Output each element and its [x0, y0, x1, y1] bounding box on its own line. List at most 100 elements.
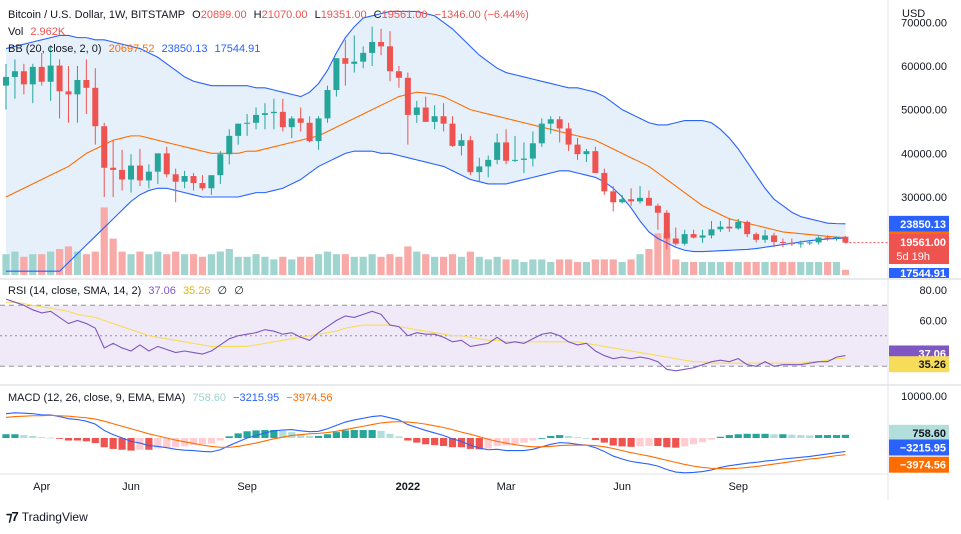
- candle-body: [154, 153, 161, 172]
- volume-bar: [690, 262, 698, 275]
- volume-bar: [73, 251, 82, 275]
- high-label: H: [253, 9, 262, 21]
- volume-bar: [38, 254, 46, 275]
- volume-bar: [698, 262, 707, 275]
- macd-histogram-bar: [234, 433, 242, 438]
- volume-bar: [136, 251, 144, 275]
- candle-body: [735, 221, 742, 229]
- candle-body: [503, 142, 510, 161]
- time-tick-label: 2022: [396, 481, 420, 493]
- macd-histogram-bar: [645, 438, 653, 446]
- candle-body: [779, 241, 786, 243]
- volume-bar: [645, 249, 653, 275]
- volume-value: 2.962K: [30, 26, 66, 38]
- macd-histogram-bar: [654, 438, 662, 446]
- candle-body: [681, 234, 688, 244]
- volume-label[interactable]: Vol: [8, 26, 24, 38]
- candle-body: [351, 61, 358, 64]
- volume-bar: [707, 262, 716, 275]
- volume-legend: Vol 2.962K: [8, 26, 69, 38]
- volume-bar: [654, 233, 662, 275]
- macd-histogram-bar: [529, 438, 537, 441]
- candle-body: [672, 238, 679, 244]
- volume-bar: [823, 262, 832, 275]
- volume-bar: [431, 256, 439, 275]
- candle-body: [708, 229, 715, 236]
- rsi-tick-label: 60.00: [919, 316, 947, 328]
- currency-label[interactable]: USD: [902, 8, 926, 20]
- macd-histogram-bar: [350, 430, 358, 438]
- volume-bar: [600, 259, 608, 275]
- volume-bar: [181, 254, 189, 275]
- main-legend: Bitcoin / U.S. Dollar, 1W, BITSTAMP O208…: [8, 9, 533, 21]
- price-axis[interactable]: 70000.00 60000.00 50000.00 40000.00 30000.00…: [889, 17, 949, 473]
- volume-bar: [725, 262, 733, 275]
- candle-body: [592, 151, 599, 173]
- macd-label[interactable]: MACD (12, 26, close, 9, EMA, EMA): [8, 392, 186, 404]
- candle-body: [440, 116, 447, 124]
- volume-bar: [788, 262, 796, 275]
- time-tick-label: Apr: [33, 481, 50, 493]
- volume-bar: [359, 256, 367, 275]
- rsi-sma-axis-label: 35.26: [918, 359, 946, 371]
- volume-bar: [386, 254, 394, 275]
- macd-histogram-bar: [82, 438, 90, 442]
- macd-histogram-bar: [770, 434, 778, 438]
- volume-bar: [573, 262, 582, 275]
- macd-histogram-bar: [136, 438, 144, 450]
- candle-body: [538, 123, 545, 144]
- candle-body: [324, 90, 331, 119]
- macd-histogram-bar: [538, 438, 546, 439]
- macd-histogram-bar: [806, 435, 814, 438]
- candle-body: [654, 205, 661, 213]
- price-tick-label: 50000.00: [901, 105, 947, 117]
- time-axis[interactable]: Apr Jun Sep 2022 Mar Jun Sep: [33, 481, 748, 493]
- candle-body: [38, 66, 45, 82]
- tradingview-logo[interactable]: ⁊7 TradingView: [6, 509, 88, 525]
- candle-body: [190, 176, 197, 184]
- candle-body: [136, 165, 143, 181]
- volume-bar: [681, 262, 689, 275]
- macd-histogram-bar: [582, 438, 591, 439]
- candle-body: [217, 154, 224, 176]
- macd-histogram-bar: [564, 435, 573, 438]
- price-tick-label: 60000.00: [901, 61, 947, 73]
- candle-body: [163, 153, 170, 175]
- candle-body: [663, 212, 670, 239]
- macd-histogram-bar: [556, 435, 564, 438]
- volume-bar: [743, 262, 751, 275]
- symbol-title[interactable]: Bitcoin / U.S. Dollar, 1W, BITSTAMP: [8, 9, 186, 21]
- candle-body: [315, 118, 322, 142]
- bb-label[interactable]: BB (20, close, 2, 0): [8, 43, 102, 55]
- volume-bar: [734, 262, 742, 275]
- macd-histogram-bar: [2, 434, 10, 438]
- volume-bar: [520, 262, 528, 275]
- volume-bar: [538, 259, 546, 275]
- macd-histogram-bar: [297, 434, 305, 438]
- volume-bar: [511, 259, 519, 275]
- volume-bar: [636, 254, 644, 275]
- volume-bar: [457, 256, 466, 275]
- rsi-extra-2: ∅: [234, 285, 244, 297]
- volume-bar: [118, 251, 126, 275]
- macd-histogram-bar: [457, 438, 466, 448]
- bb-upper-line: [5, 10, 846, 225]
- macd-histogram-bar: [11, 434, 19, 438]
- candle-body: [360, 52, 367, 62]
- price-tick-label: 40000.00: [901, 148, 947, 160]
- candle-body: [520, 158, 527, 160]
- candle-body: [842, 236, 849, 243]
- volume-bar: [663, 233, 671, 275]
- candle-body: [574, 144, 581, 155]
- candle-body: [637, 197, 644, 202]
- macd-histogram-bar: [20, 435, 28, 438]
- macd-histogram-bar: [55, 438, 64, 439]
- candle-body: [110, 167, 117, 170]
- volume-bar: [627, 259, 635, 275]
- rsi-label[interactable]: RSI (14, close, SMA, 14, 2): [8, 285, 142, 297]
- candle-body: [413, 107, 420, 115]
- close-label: C: [373, 9, 382, 21]
- macd-histogram-bar: [431, 438, 439, 446]
- volume-bar: [306, 256, 314, 275]
